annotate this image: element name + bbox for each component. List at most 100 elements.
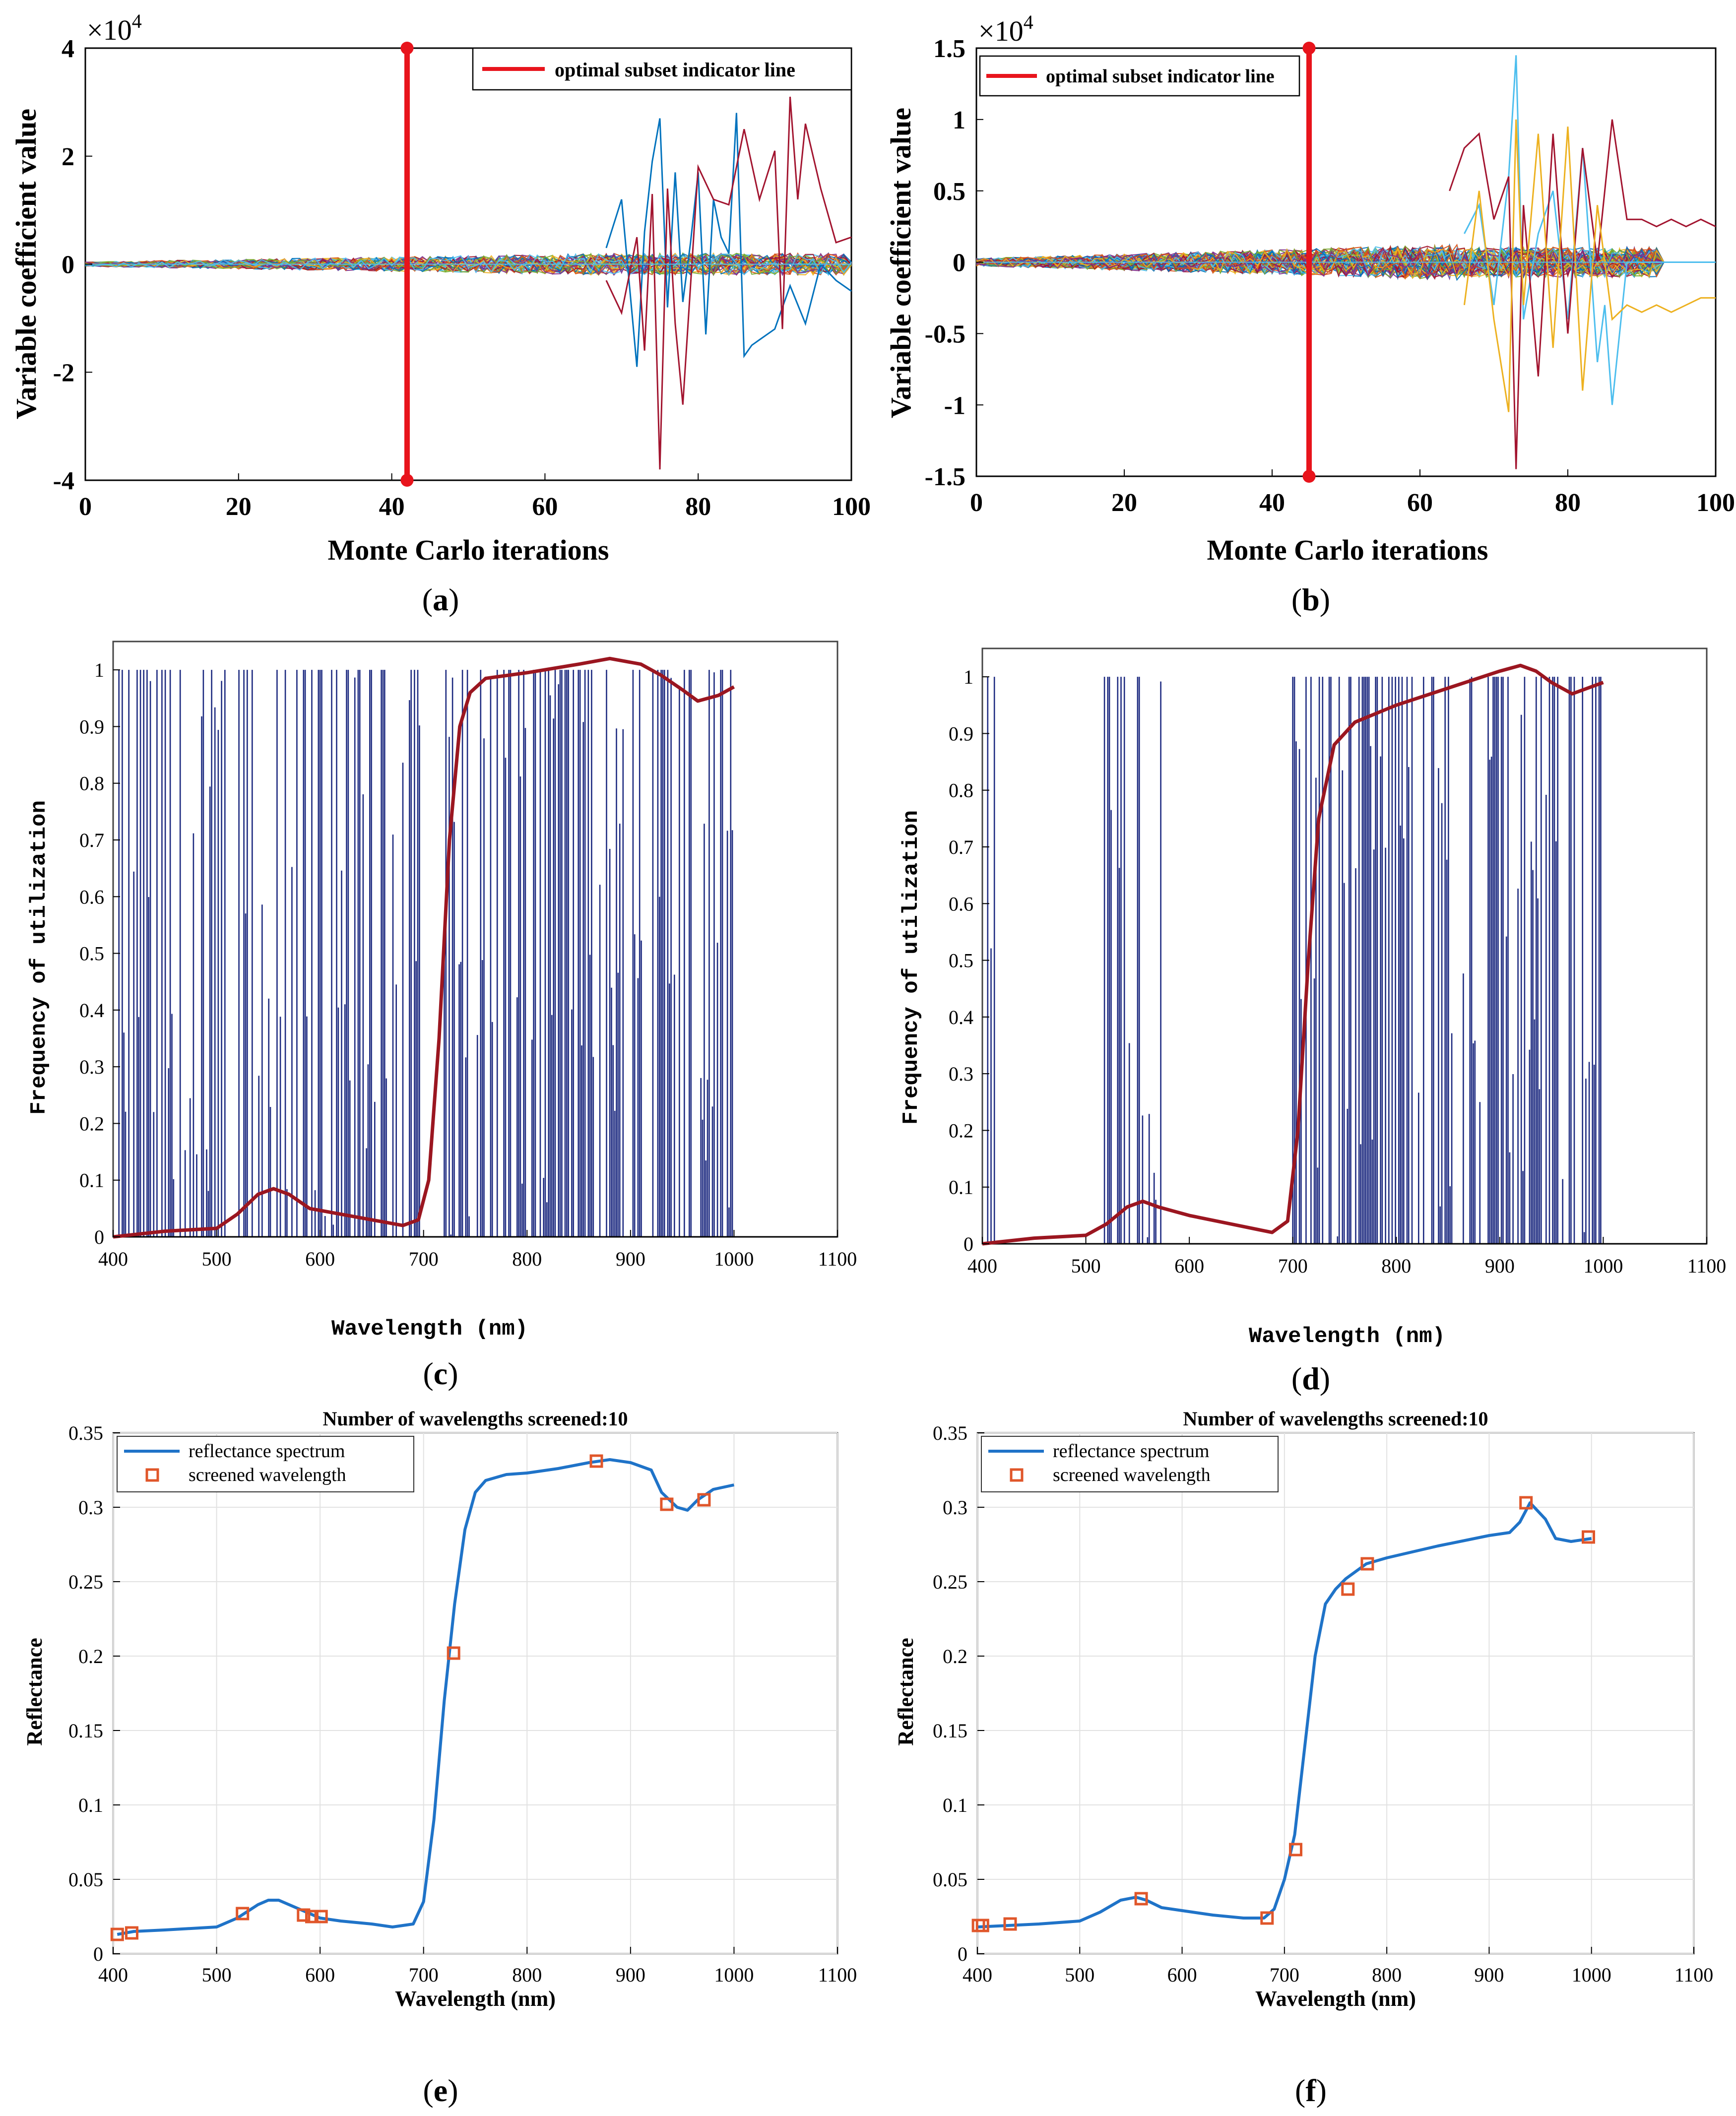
d-ytick-label: 0.2	[949, 1119, 973, 1142]
e-xtick-label: 800	[512, 1964, 542, 1986]
f-screened-marker	[1289, 1843, 1302, 1857]
e-ytick-label: 0.3	[78, 1496, 103, 1519]
b-indicator-bottom-marker	[1302, 470, 1316, 483]
a-coefficient-path	[85, 253, 852, 276]
a-ytick-label: -4	[53, 467, 74, 495]
e-ytick-label: 0.35	[68, 1422, 103, 1444]
a-ytick-label: -2	[53, 359, 74, 387]
f-xtick-label: 600	[1167, 1964, 1197, 1986]
f-xtick-label: 800	[1372, 1964, 1402, 1986]
f-xtick-label: 700	[1270, 1964, 1299, 1986]
d-ytick-label: 0.7	[949, 836, 973, 858]
panel-a-coefficient-paths	[85, 42, 852, 487]
d-xtick-label: 500	[1071, 1255, 1101, 1277]
c-xtick-label: 1000	[714, 1248, 754, 1270]
d-smoothed-curve	[982, 663, 1604, 1246]
c-ytick-label: 0.9	[79, 715, 104, 738]
e-xtick-label: 400	[98, 1964, 128, 1986]
e-screened-marker	[697, 1493, 711, 1507]
panel-b-multiplier: ×104	[978, 11, 1033, 47]
f-xtick-label: 1100	[1674, 1964, 1714, 1986]
b-ytick-label: -0.5	[925, 321, 965, 349]
b-ytick-label: 0	[953, 249, 965, 277]
e-xtick-label: 500	[202, 1964, 232, 1986]
f-ytick-label: 0.05	[933, 1868, 967, 1891]
e-ytick-label: 0	[93, 1943, 103, 1965]
d-ytick-label: 0.6	[949, 893, 973, 915]
panel-c-xlabel: Wavelength (nm)	[331, 1317, 528, 1342]
d-ytick-label: 0.1	[949, 1176, 973, 1199]
a-xtick-label: 40	[379, 493, 405, 521]
f-screened-marker	[1260, 1911, 1274, 1925]
panel-d-frequency-bars	[982, 663, 1707, 1246]
d-xtick-label: 900	[1485, 1255, 1515, 1277]
d-ytick-label: 0.4	[949, 1006, 973, 1028]
c-xtick-label: 900	[616, 1248, 645, 1270]
panel-f-ylabel: Reflectance	[894, 1638, 918, 1745]
f-screened-marker	[975, 1919, 989, 1932]
panel-d-caption: (d)	[1291, 1361, 1330, 1396]
c-ytick-label: 0.3	[79, 1056, 104, 1078]
c-ytick-label: 0.5	[79, 943, 104, 965]
panel-b-legend: optimal subset indicator line	[979, 55, 1300, 97]
b-highlight-path	[1449, 119, 1716, 469]
panel-f-xlabel: Wavelength (nm)	[1255, 1987, 1416, 2011]
b-highlight-path	[1463, 119, 1716, 412]
panel-f-caption: (f)	[1295, 2073, 1327, 2108]
panel-e-legend-screened: screened wavelength	[189, 1465, 346, 1485]
a-highlight-path	[605, 96, 852, 470]
c-ytick-label: 1	[94, 659, 104, 681]
d-ytick-label: 0.5	[949, 950, 973, 972]
e-screened-marker	[660, 1497, 674, 1511]
panel-e-axes-box	[112, 1432, 838, 1955]
a-xtick-label: 60	[532, 493, 558, 521]
panel-f-legend-box	[981, 1436, 1279, 1492]
d-ytick-label: 0.3	[949, 1063, 973, 1085]
f-screened-marker	[1341, 1582, 1355, 1596]
a-xtick-label: 20	[226, 493, 252, 521]
f-xtick-label: 400	[963, 1964, 992, 1986]
panel-f-axes-box	[976, 1432, 1695, 1955]
b-ytick-label: 1.5	[933, 35, 965, 63]
a-indicator-bottom-marker	[400, 474, 414, 487]
f-ytick-label: 0.15	[933, 1720, 967, 1742]
a-ytick-label: 4	[62, 35, 74, 63]
panel-e-legend-marker-swatch	[145, 1468, 159, 1482]
f-ytick-label: 0.2	[943, 1645, 967, 1667]
panel-b-ticks: 0 20 40 60 80 100 -1.5 -1 -0.5 0 0.5 1 1.5	[925, 35, 1735, 517]
e-ytick-label: 0.2	[78, 1645, 103, 1667]
e-screened-marker	[236, 1907, 250, 1921]
a-coefficient-path	[85, 253, 852, 276]
panel-a-legend: optimal subset indicator line	[472, 47, 852, 91]
panel-e-legend-spectrum: reflectance spectrum	[189, 1441, 345, 1462]
panel-b-ylabel: Variable coefficient value	[885, 108, 917, 418]
panel-e-grid	[113, 1432, 838, 1954]
panel-c-axes-box	[112, 641, 838, 1238]
b-xtick-label: 20	[1111, 489, 1137, 517]
panel-a-chart: 0 20 40 60 80 100 -4 -2 0 2 4 ×104 optimal subset …	[10, 10, 871, 617]
c-xtick-label: 600	[305, 1248, 335, 1270]
panel-d-xlabel: Wavelength (nm)	[1249, 1324, 1445, 1349]
panel-b-xlabel: Monte Carlo iterations	[1207, 534, 1488, 566]
c-xtick-label: 400	[98, 1248, 128, 1270]
panel-d-ticks: 400 500 600 700 800 900 1000 1100 0 0.1 0.2 0.3 0.4 0…	[949, 666, 1726, 1277]
e-screened-marker	[447, 1646, 460, 1660]
e-screened-marker	[314, 1910, 328, 1924]
c-ytick-label: 0.6	[79, 886, 104, 908]
panel-e-caption: (e)	[423, 2073, 458, 2108]
panel-e-ylabel: Reflectance	[22, 1638, 47, 1745]
c-ytick-label: 0.7	[79, 829, 104, 851]
panel-f-title: Number of wavelengths screened:10	[1183, 1408, 1488, 1430]
e-ytick-label: 0.15	[68, 1720, 103, 1742]
e-xtick-label: 1000	[714, 1964, 754, 1986]
panel-f-chart: 400 500 600 700 800 900 1000 1100 0 0.05 0.1 0.15 0.…	[894, 1408, 1713, 2108]
d-ytick-label: 1	[964, 666, 973, 688]
f-xtick-label: 500	[1065, 1964, 1094, 1986]
e-xtick-label: 700	[409, 1964, 439, 1986]
panel-e-title: Number of wavelengths screened:10	[322, 1408, 628, 1430]
b-xtick-label: 40	[1259, 489, 1285, 517]
d-ytick-label: 0	[964, 1233, 973, 1255]
d-xtick-label: 700	[1278, 1255, 1308, 1277]
panel-f-legend: reflectance spectrum screened wavelength	[981, 1436, 1279, 1492]
a-coefficient-path	[85, 253, 852, 276]
